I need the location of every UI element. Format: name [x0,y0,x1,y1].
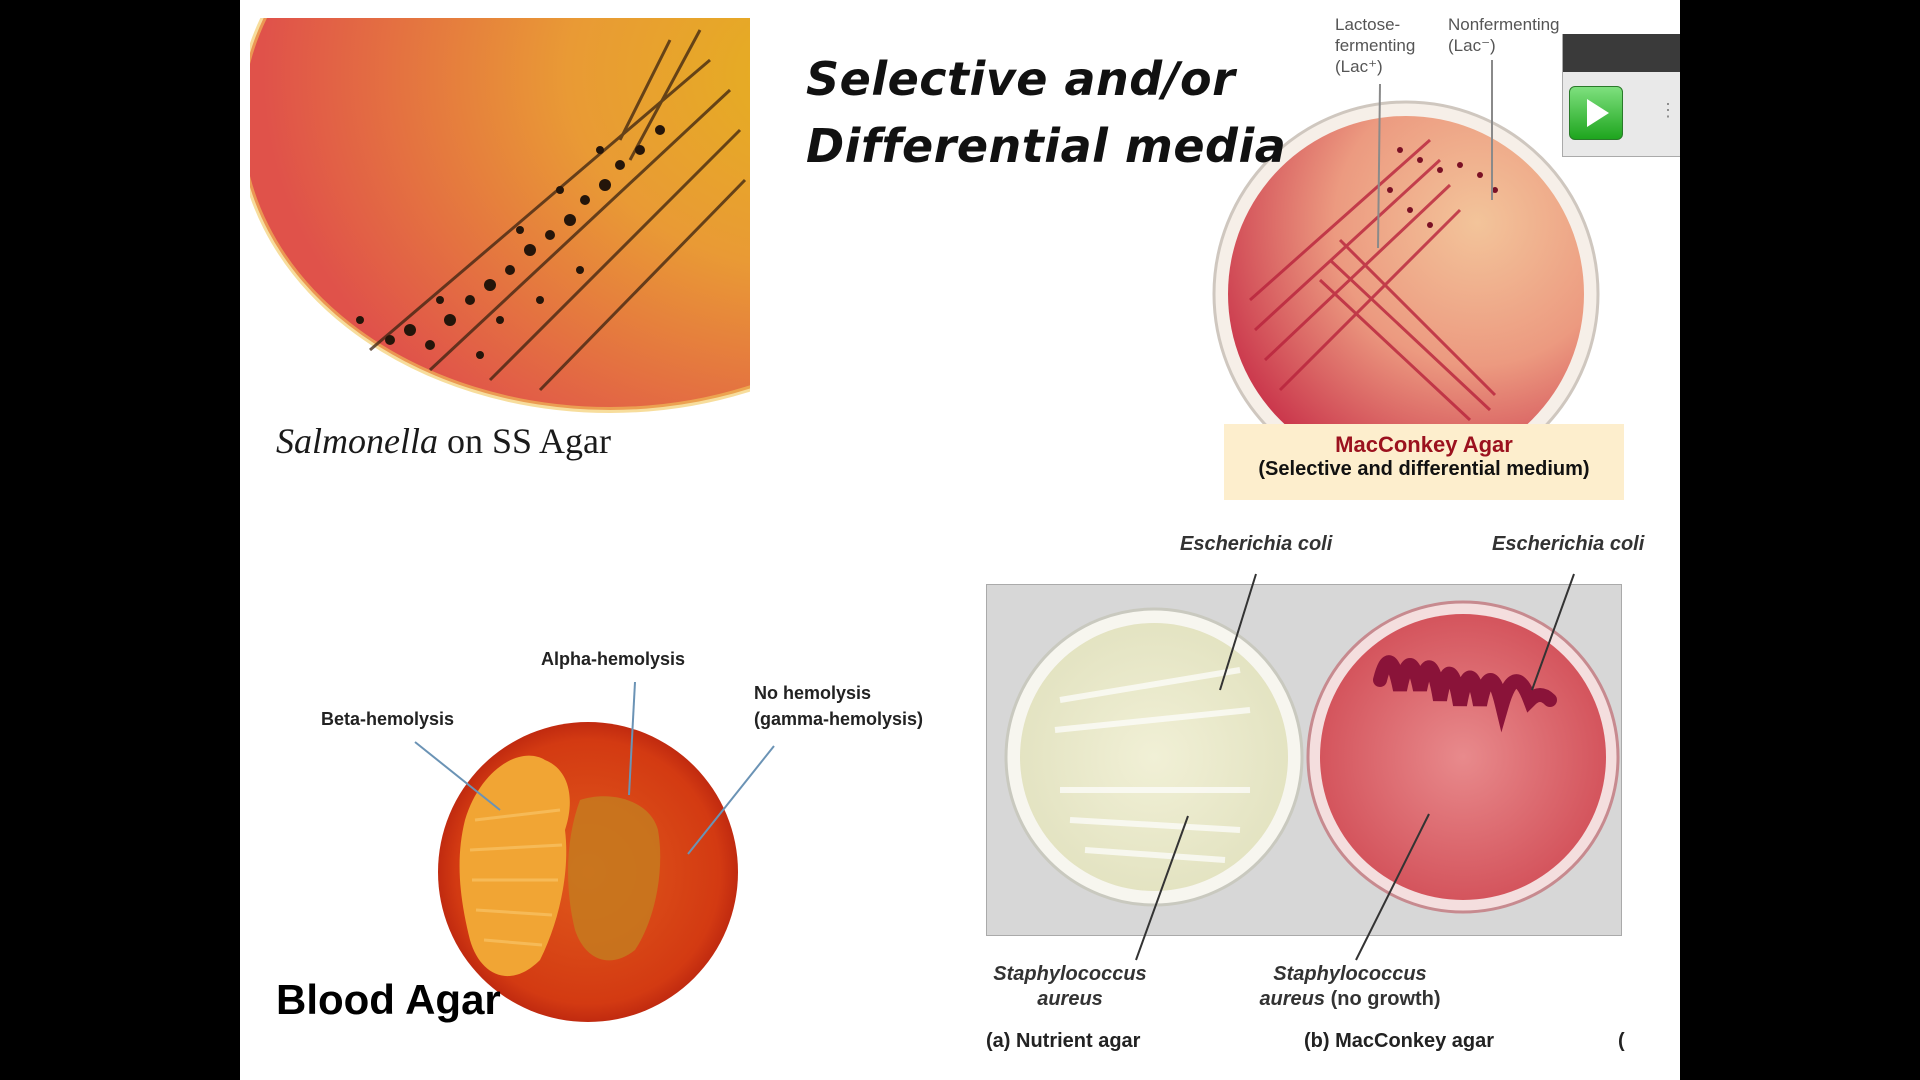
gamma-label-line-2: (gamma-hemolysis) [754,709,924,729]
lactose-label-line-2: fermenting [1335,36,1416,55]
play-icon[interactable] [1569,86,1623,140]
alpha-hemolysis-label: Alpha-hemolysis [541,649,686,669]
slide-title: Selective and/or Differential media [806,46,1286,180]
caption-macconkey-agar: (b) MacConkey agar [1304,1030,1495,1052]
beta-hemolysis-label: Beta-hemolysis [321,709,455,729]
nonfermenting-label-line-1: Nonfermenting [1448,15,1560,34]
staph-left-line-2: aureus [1037,988,1103,1010]
ecoli-right-label: Escherichia coli [1492,533,1645,555]
illustrations [250,18,1622,1022]
more-icon[interactable]: ⋮ [1659,100,1677,120]
lactose-label-line-1: Lactose- [1335,15,1401,34]
macconkey-caption-box: MacConkey Agar (Selective and differenti… [1224,424,1624,500]
slide: Selective and/or Differential media Salm… [240,0,1680,1080]
nutrient-macconkey-photo [986,584,1622,936]
ss-agar-plate-image [250,18,750,413]
title-line-2: Differential media [806,119,1287,173]
blood-agar-title: Blood Agar [276,976,501,1023]
ecoli-left-label: Escherichia coli [1180,533,1333,555]
blood-agar-plate-image [438,722,738,1022]
ss-agar-caption: Salmonella on SS Agar [276,420,611,462]
caption-nutrient-agar: (a) Nutrient agar [986,1030,1141,1052]
nonfermenting-label-line-2: (Lac⁻) [1448,36,1496,55]
media-player-panel: ⋮ [1562,34,1680,157]
ss-agar-caption-organism: Salmonella [276,421,438,461]
staph-right-label: Staphylococcus aureus (no growth) [1240,962,1460,1012]
ss-agar-caption-rest: on SS Agar [437,421,612,461]
macconkey-plate-image [1212,100,1600,488]
title-line-1: Selective and/or [806,52,1236,106]
staph-right-line-2-rest: (no growth) [1325,988,1441,1010]
staph-right-line-2-organism: aureus [1259,988,1326,1010]
staph-left-line-1: Staphylococcus [993,963,1147,985]
gamma-hemolysis-label: No hemolysis (gamma-hemolysis) [754,680,923,732]
nonfermenting-label: Nonfermenting (Lac⁻) [1448,14,1560,56]
lactose-fermenting-label: Lactose- fermenting (Lac⁺) [1335,14,1415,77]
staph-left-label: Staphylococcus aureus [970,962,1170,1012]
lactose-label-line-3: (Lac⁺) [1335,57,1383,76]
gamma-label-line-1: No hemolysis [754,683,872,703]
caption-truncated: ( [1618,1030,1625,1052]
macconkey-box-title: MacConkey Agar [1335,432,1513,457]
macconkey-box-subtitle: (Selective and differential medium) [1258,458,1590,480]
media-player-bar [1563,34,1680,72]
staph-right-line-1: Staphylococcus [1273,963,1427,985]
